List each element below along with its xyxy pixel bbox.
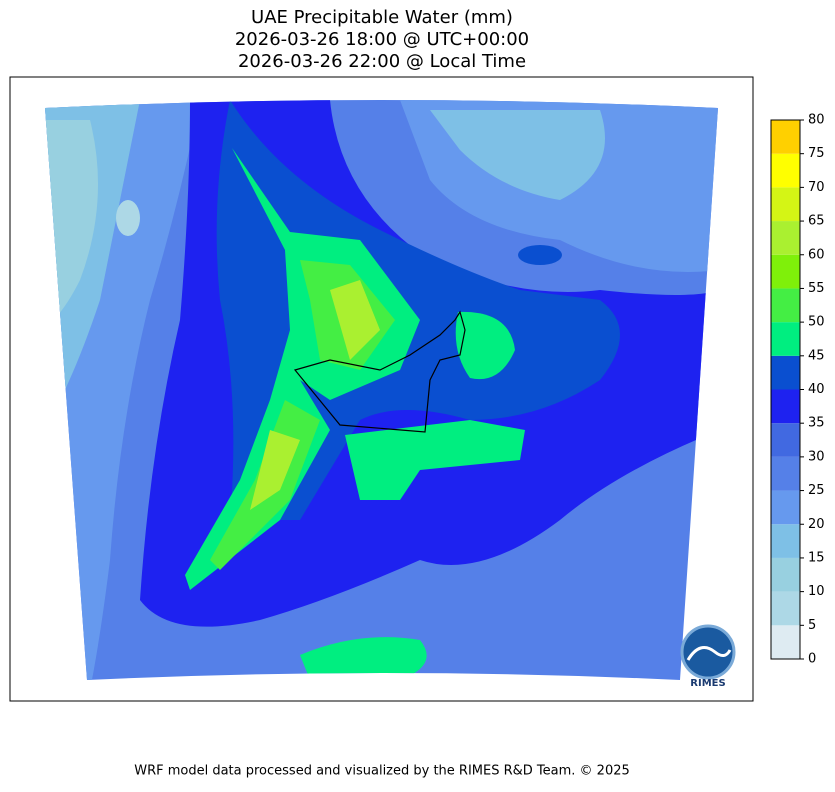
colorbar-tick-label: 70 — [808, 180, 825, 195]
colorbar-band — [771, 187, 800, 222]
coastline — [293, 310, 466, 433]
colorbar-tick-label: 30 — [808, 449, 825, 464]
colorbar-band — [771, 490, 800, 525]
title-line: 2026-03-26 22:00 @ Local Time — [238, 51, 526, 72]
colorbar-tick-label: 10 — [808, 584, 825, 599]
colorbar-tick-label: 50 — [808, 315, 825, 330]
map-frame — [9, 76, 754, 702]
title-line: 2026-03-26 18:00 @ UTC+00:00 — [235, 29, 529, 50]
colorbar-band — [771, 221, 800, 255]
colorbar-tick-label: 20 — [808, 517, 825, 532]
colorbar-tick-label: 45 — [808, 348, 825, 363]
colorbar-tick-label: 35 — [808, 416, 825, 431]
logo-wave — [686, 646, 732, 661]
colorbar-band — [771, 591, 800, 626]
colorbar-tick-label: 25 — [808, 483, 825, 498]
colorbar-tick-label: 65 — [808, 214, 825, 229]
colorbar-band — [771, 456, 800, 491]
colorbar-tick-label: 60 — [808, 247, 825, 262]
colorbar-tick-label: 0 — [808, 652, 816, 667]
colorbar-band — [771, 120, 800, 154]
colorbar-band — [771, 288, 800, 323]
title-line: UAE Precipitable Water (mm) — [251, 7, 513, 28]
colorbar-tick-label: 15 — [808, 550, 825, 565]
colorbar-band — [771, 557, 800, 592]
colorbar-band — [771, 355, 800, 390]
colorbar-tick-label: 5 — [808, 618, 816, 633]
colorbar-band — [771, 389, 800, 424]
colorbar-tick-label: 40 — [808, 382, 825, 397]
footer: WRF model data processed and visualized … — [134, 764, 630, 779]
logo-emblem — [680, 624, 736, 680]
colorbar-band — [771, 524, 800, 558]
colorbar-band — [771, 322, 800, 356]
logo: RIMES — [680, 624, 736, 689]
colorbar-tick-label: 55 — [808, 281, 825, 296]
colorbar-band — [771, 153, 800, 188]
colorbar-tick-label: 75 — [808, 146, 825, 161]
logo-text: RIMES — [690, 678, 725, 689]
colorbar-band — [771, 254, 800, 289]
colorbar-band — [771, 423, 800, 457]
colorbar-tick-label: 80 — [808, 113, 825, 128]
colorbar-band — [771, 625, 800, 659]
